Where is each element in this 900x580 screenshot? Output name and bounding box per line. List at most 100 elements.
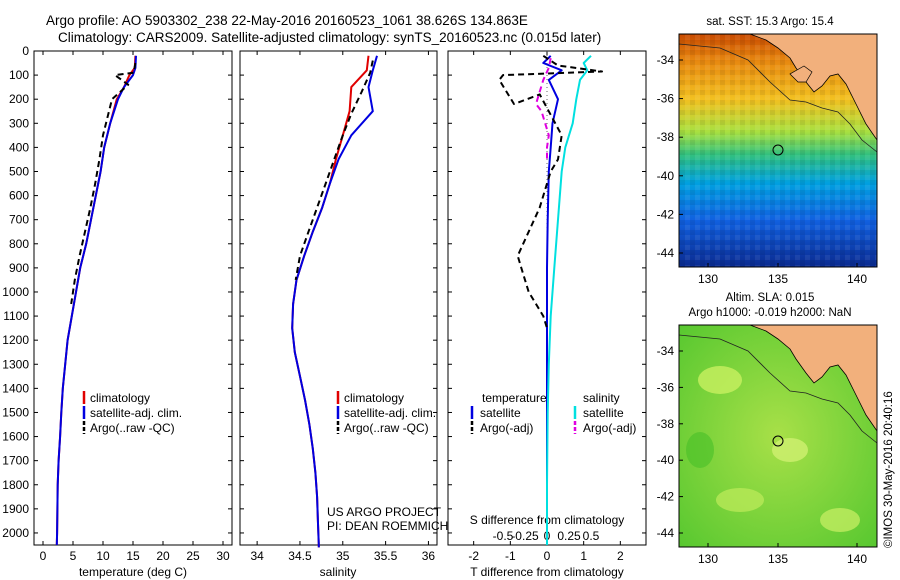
series-line bbox=[535, 58, 552, 160]
y-tick-label: 1600 bbox=[2, 430, 29, 444]
y-tick-label: 1800 bbox=[2, 478, 29, 492]
map-y-tick-label: -34 bbox=[657, 344, 675, 358]
map-y-tick-label: -44 bbox=[657, 526, 675, 540]
map-y-tick-label: -40 bbox=[657, 453, 675, 467]
chart-marks: 0100200300400500600700800900100011001200… bbox=[2, 44, 867, 566]
temperature-axes bbox=[33, 50, 233, 546]
map-y-tick-label: -44 bbox=[657, 246, 675, 260]
x2-tick-label: 0.5 bbox=[583, 529, 600, 543]
x-tick-label: 34.5 bbox=[288, 549, 312, 563]
sla-blob bbox=[820, 508, 860, 532]
temperature-legend: climatology satellite-adj. clim. Argo(..… bbox=[82, 391, 182, 435]
map-x-tick-label: 140 bbox=[847, 552, 867, 566]
sla-blob bbox=[772, 438, 808, 462]
t-difference-axis-label: T difference from climatology bbox=[470, 565, 624, 579]
map-y-tick-label: -42 bbox=[657, 490, 675, 504]
y-tick-label: 1000 bbox=[2, 285, 29, 299]
map-y-tick-label: -34 bbox=[657, 53, 675, 67]
y-tick-label: 700 bbox=[9, 213, 29, 227]
x-tick-label: 25 bbox=[186, 549, 200, 563]
x-tick-label: 35.5 bbox=[374, 549, 398, 563]
temperature-axis-label: temperature (deg C) bbox=[79, 565, 187, 579]
legend-label-s-satellite: satellite bbox=[583, 406, 624, 420]
temperature-panel bbox=[33, 50, 233, 546]
sla-map-shelf-contour bbox=[678, 334, 878, 444]
sst-map-land-detail bbox=[789, 65, 813, 83]
y-tick-label: 2000 bbox=[2, 526, 29, 540]
map-y-tick-label: -36 bbox=[657, 92, 675, 106]
sla-blob bbox=[686, 432, 714, 468]
x-tick-label: 20 bbox=[156, 549, 170, 563]
sst-map-land bbox=[749, 33, 878, 142]
y-tick-label: 500 bbox=[9, 164, 29, 178]
y-tick-label: 0 bbox=[22, 44, 29, 58]
x-tick-label: 36 bbox=[422, 549, 436, 563]
sla-map-argo-marker bbox=[772, 435, 784, 447]
x-tick-label: 10 bbox=[96, 549, 110, 563]
x2-tick-label: -0.5 bbox=[493, 529, 514, 543]
credit-line-2: PI: DEAN ROEMMICH bbox=[327, 519, 448, 533]
legend-label-t-satellite: satellite bbox=[480, 406, 521, 420]
sst-map-shelf-contour bbox=[678, 43, 878, 153]
y-tick-label: 300 bbox=[9, 116, 29, 130]
map-x-tick-label: 140 bbox=[847, 272, 867, 286]
series-line bbox=[291, 55, 378, 548]
x2-tick-label: 0.25 bbox=[557, 529, 581, 543]
header-line-2: Climatology: CARS2009. Satellite-adjuste… bbox=[58, 30, 601, 45]
legend-label-argo: Argo(..raw -QC) bbox=[90, 421, 175, 435]
x-tick-label: 15 bbox=[126, 549, 140, 563]
x-tick-label: 2 bbox=[617, 549, 624, 563]
sst-map-title: sat. SST: 15.3 Argo: 15.4 bbox=[706, 16, 834, 28]
x-tick-label: 35 bbox=[336, 549, 350, 563]
x-tick-label: 1 bbox=[580, 549, 587, 563]
y-tick-label: 200 bbox=[9, 92, 29, 106]
sst-map-argo-marker bbox=[772, 144, 784, 156]
y-tick-label: 900 bbox=[9, 261, 29, 275]
sla-blob bbox=[716, 488, 764, 512]
credit-line-1: US ARGO PROJECT bbox=[327, 505, 442, 519]
y-tick-label: 1400 bbox=[2, 381, 29, 395]
salinity-legend: climatology satellite-adj. clim. Argo(..… bbox=[336, 391, 436, 435]
legend-label-satellite: satellite-adj. clim. bbox=[90, 406, 182, 420]
series-line bbox=[542, 55, 563, 545]
series-line bbox=[498, 54, 603, 329]
map-x-tick-label: 135 bbox=[768, 552, 788, 566]
sla-blob bbox=[698, 366, 742, 394]
legend-header-temperature: temperature bbox=[482, 391, 547, 405]
series-line bbox=[546, 55, 592, 545]
sst-map: sat. SST: 15.3 Argo: 15.4 bbox=[678, 16, 878, 268]
y-tick-label: 800 bbox=[9, 237, 29, 251]
y-tick-label: 100 bbox=[9, 68, 29, 82]
sla-map: Altim. SLA: 0.015 Argo h1000: -0.019 h20… bbox=[678, 292, 878, 548]
y-tick-label: 1100 bbox=[3, 309, 29, 323]
x-tick-label: 34 bbox=[250, 549, 264, 563]
imos-timestamp: ©IMOS 30-May-2016 20:40:16 bbox=[883, 391, 895, 548]
sla-map-land bbox=[749, 324, 878, 433]
x-tick-label: 30 bbox=[216, 549, 230, 563]
x-tick-label: 5 bbox=[70, 549, 77, 563]
sla-map-title: Altim. SLA: 0.015 bbox=[726, 292, 815, 304]
x-tick-label: 0 bbox=[40, 549, 47, 563]
x-tick-label: -1 bbox=[505, 549, 516, 563]
legend-label-satellite: satellite-adj. clim. bbox=[344, 406, 436, 420]
x2-tick-label: -0.25 bbox=[511, 529, 539, 543]
header-line-1: Argo profile: AO 5903302_238 22-May-2016… bbox=[46, 13, 528, 28]
legend-header-salinity: salinity bbox=[583, 391, 620, 405]
x-tick-label: 0 bbox=[544, 549, 551, 563]
legend-label-argo: Argo(..raw -QC) bbox=[344, 421, 429, 435]
salinity-axes bbox=[239, 50, 438, 546]
sla-map-subtitle: Argo h1000: -0.019 h2000: NaN bbox=[688, 307, 851, 319]
salinity-panel bbox=[239, 50, 438, 546]
y-tick-label: 1200 bbox=[2, 333, 29, 347]
map-y-tick-label: -38 bbox=[657, 130, 675, 144]
map-y-tick-label: -38 bbox=[657, 417, 675, 431]
map-x-tick-label: 130 bbox=[698, 552, 718, 566]
map-x-tick-label: 135 bbox=[768, 272, 788, 286]
y-tick-label: 400 bbox=[9, 140, 29, 154]
legend-label-s-argo: Argo(-adj) bbox=[583, 421, 636, 435]
y-tick-label: 1500 bbox=[2, 405, 29, 419]
legend-label-climatology: climatology bbox=[344, 391, 404, 405]
salinity-axis-label: salinity bbox=[320, 565, 357, 579]
difference-legend: temperature salinity satellite Argo(-adj… bbox=[470, 391, 636, 435]
